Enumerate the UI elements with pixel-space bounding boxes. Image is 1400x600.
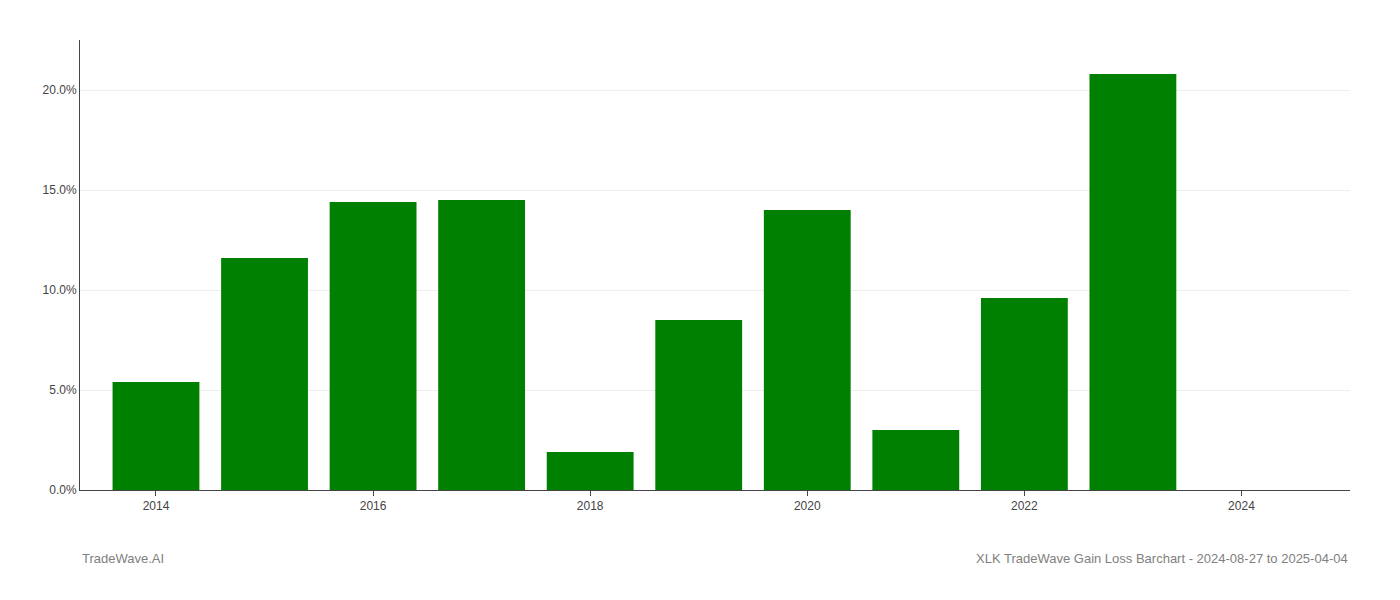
svg-text:2024: 2024 <box>1228 499 1255 513</box>
svg-text:20.0%: 20.0% <box>43 83 77 97</box>
svg-text:XLK TradeWave Gain Loss Barcha: XLK TradeWave Gain Loss Barchart - 2024-… <box>976 551 1348 566</box>
svg-text:TradeWave.AI: TradeWave.AI <box>82 551 164 566</box>
svg-text:5.0%: 5.0% <box>49 383 77 397</box>
svg-text:2014: 2014 <box>143 499 170 513</box>
svg-text:2020: 2020 <box>794 499 821 513</box>
svg-text:2018: 2018 <box>577 499 604 513</box>
svg-text:10.0%: 10.0% <box>43 283 77 297</box>
svg-text:2016: 2016 <box>360 499 387 513</box>
svg-text:0.0%: 0.0% <box>49 483 77 497</box>
svg-text:15.0%: 15.0% <box>43 183 77 197</box>
svg-text:2022: 2022 <box>1011 499 1038 513</box>
